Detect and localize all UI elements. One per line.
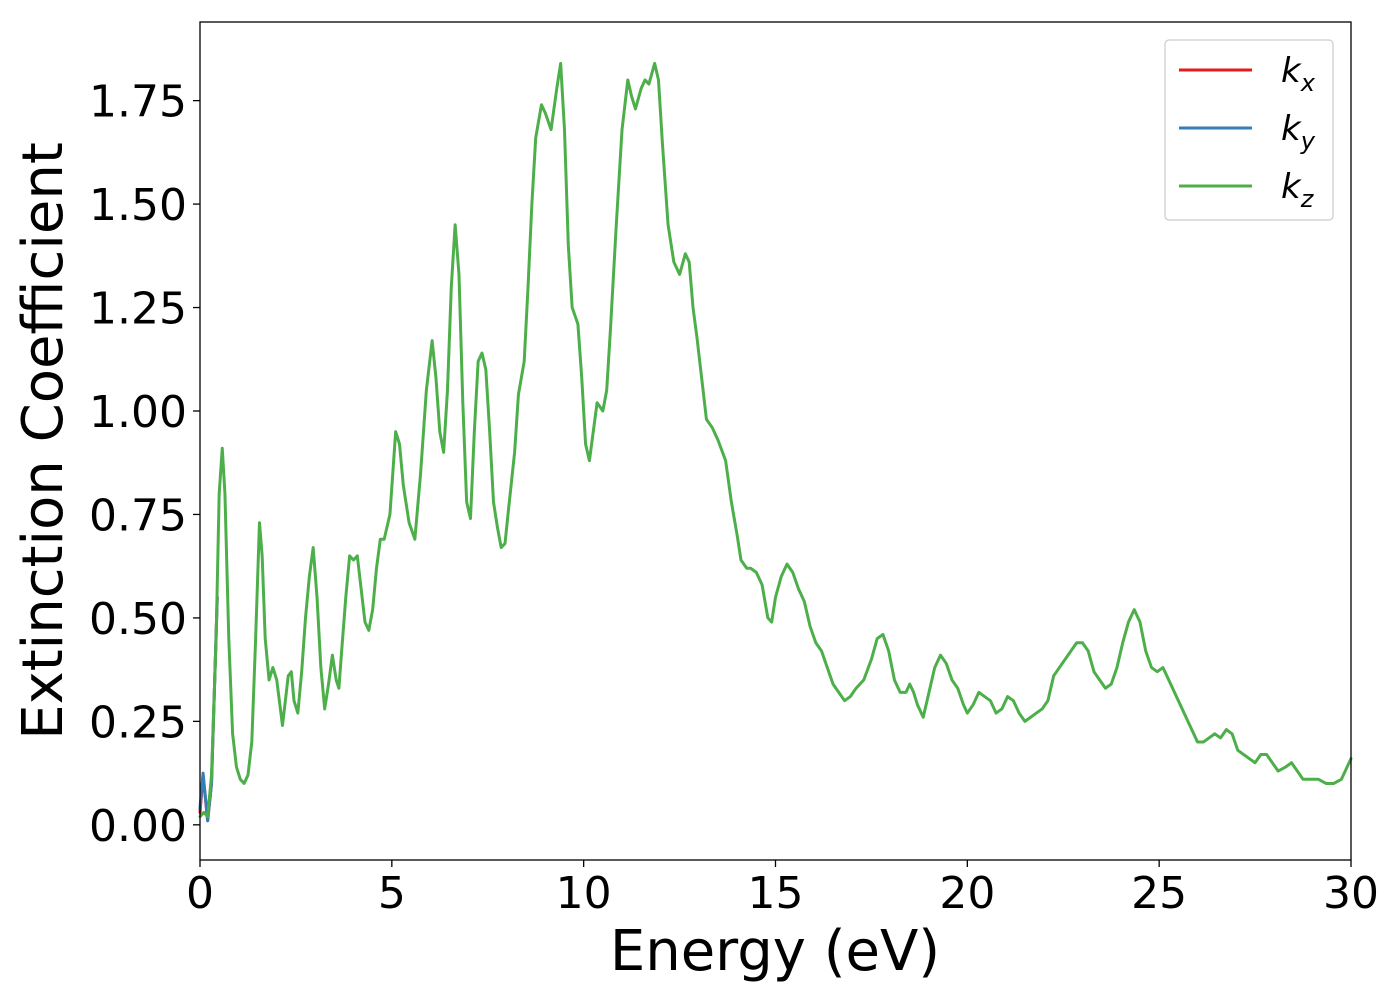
y-tick-label: 1.00 (89, 387, 187, 438)
legend: kx ky kz (1164, 39, 1334, 221)
series-kz-line (198, 61, 1353, 819)
y-tick-label: 0.25 (89, 697, 187, 748)
legend-box (1164, 39, 1334, 221)
legend-label-kz: kz (1281, 167, 1315, 213)
x-tick-label: 30 (1323, 868, 1379, 919)
x-tick-label: 0 (186, 868, 214, 919)
series-layer (198, 61, 1353, 823)
x-axis-title: Energy (eV) (610, 919, 940, 984)
y-axis-title: Extinction Coefficient (11, 142, 76, 740)
y-tick-label: 0.00 (89, 801, 187, 852)
x-tick-label: 25 (1131, 868, 1187, 919)
y-tick-label: 0.75 (89, 490, 187, 541)
x-tick-label: 20 (939, 868, 995, 919)
y-tick-label: 1.75 (89, 77, 187, 128)
y-tick-label: 0.50 (89, 594, 187, 645)
y-tick-label: 1.50 (89, 180, 187, 231)
legend-label-ky: ky (1281, 109, 1316, 155)
y-tick-label: 1.25 (89, 284, 187, 335)
x-axis: 0 5 10 15 20 25 30 (186, 860, 1379, 919)
y-axis: 0.00 0.25 0.50 0.75 1.00 1.25 1.50 1.75 (89, 77, 200, 852)
x-tick-label: 15 (748, 868, 804, 919)
x-tick-label: 5 (378, 868, 406, 919)
legend-label-kx: kx (1281, 51, 1316, 97)
x-tick-label: 10 (556, 868, 612, 919)
